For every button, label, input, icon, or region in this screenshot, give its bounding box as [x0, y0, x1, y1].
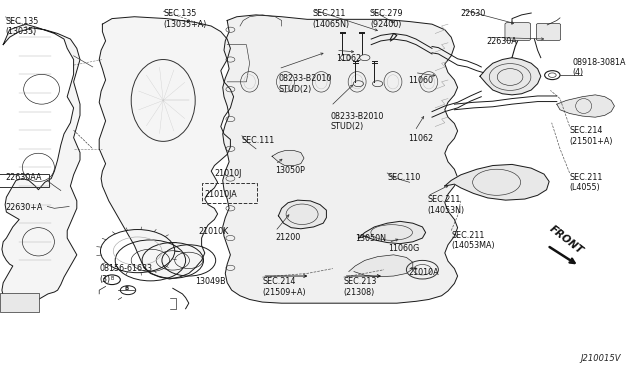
Text: SEC.211
(14053MA): SEC.211 (14053MA) — [451, 231, 495, 250]
Text: 21200: 21200 — [275, 232, 300, 241]
Text: 11060: 11060 — [408, 76, 433, 85]
Text: FRONT: FRONT — [547, 223, 585, 256]
Text: 22630A: 22630A — [486, 37, 517, 46]
Polygon shape — [557, 95, 614, 117]
Text: 21010A: 21010A — [408, 268, 439, 277]
Polygon shape — [480, 58, 541, 95]
Text: 11062: 11062 — [408, 134, 433, 143]
Text: 21010J: 21010J — [214, 169, 242, 178]
Polygon shape — [278, 200, 326, 229]
Text: 21010JA: 21010JA — [205, 190, 237, 199]
Text: 13050N: 13050N — [355, 234, 386, 243]
Text: 22630+A: 22630+A — [5, 203, 42, 212]
Text: 08233-B2010
STUD(2): 08233-B2010 STUD(2) — [278, 74, 332, 94]
Text: 13050P: 13050P — [275, 166, 305, 174]
Text: SEC.213
(21308): SEC.213 (21308) — [344, 277, 377, 296]
Polygon shape — [223, 15, 458, 303]
Text: SEC.214
(21501+A): SEC.214 (21501+A) — [570, 126, 613, 146]
Text: SEC.211
(L4055): SEC.211 (L4055) — [570, 173, 603, 192]
FancyBboxPatch shape — [505, 23, 531, 41]
Text: SEC.211
(14053N): SEC.211 (14053N) — [428, 195, 465, 215]
Polygon shape — [99, 17, 234, 279]
Text: SEC.214
(21509+A): SEC.214 (21509+A) — [262, 277, 306, 296]
Text: SEC.135
(13035+A): SEC.135 (13035+A) — [163, 9, 207, 29]
Text: 08156-61633
(3): 08156-61633 (3) — [99, 264, 152, 283]
Text: 11062: 11062 — [336, 54, 361, 63]
Text: 13049B: 13049B — [195, 277, 226, 286]
Polygon shape — [272, 151, 304, 166]
Text: SEC.279
(92400): SEC.279 (92400) — [370, 9, 404, 29]
Text: B: B — [110, 276, 114, 281]
Polygon shape — [358, 221, 426, 244]
Polygon shape — [349, 255, 413, 277]
Text: SEC.135
(13035): SEC.135 (13035) — [5, 17, 38, 36]
Text: SEC.110: SEC.110 — [387, 173, 420, 182]
Polygon shape — [445, 164, 549, 200]
Text: 08233-B2010
STUD(2): 08233-B2010 STUD(2) — [331, 112, 384, 131]
Text: 21010K: 21010K — [198, 227, 228, 236]
Text: 22630AA: 22630AA — [5, 173, 42, 182]
FancyBboxPatch shape — [536, 23, 561, 41]
Text: B: B — [125, 286, 129, 291]
Text: J210015V: J210015V — [580, 354, 621, 363]
Text: SEC.211
(14065N): SEC.211 (14065N) — [312, 9, 349, 29]
Text: 11060G: 11060G — [388, 244, 420, 253]
Text: 08918-3081A
(4): 08918-3081A (4) — [573, 58, 627, 77]
Text: SEC.111: SEC.111 — [242, 136, 275, 145]
Polygon shape — [2, 24, 80, 303]
FancyBboxPatch shape — [0, 293, 39, 312]
Text: 22630: 22630 — [461, 9, 486, 18]
